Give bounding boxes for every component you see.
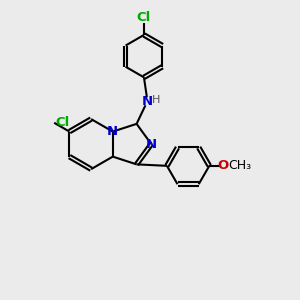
- Text: H: H: [152, 95, 160, 105]
- Text: O: O: [217, 159, 228, 172]
- Text: N: N: [107, 125, 118, 138]
- Text: N: N: [146, 138, 157, 151]
- Text: CH₃: CH₃: [229, 159, 252, 172]
- Text: Cl: Cl: [56, 116, 70, 129]
- Text: N: N: [141, 95, 152, 108]
- Text: Cl: Cl: [137, 11, 151, 24]
